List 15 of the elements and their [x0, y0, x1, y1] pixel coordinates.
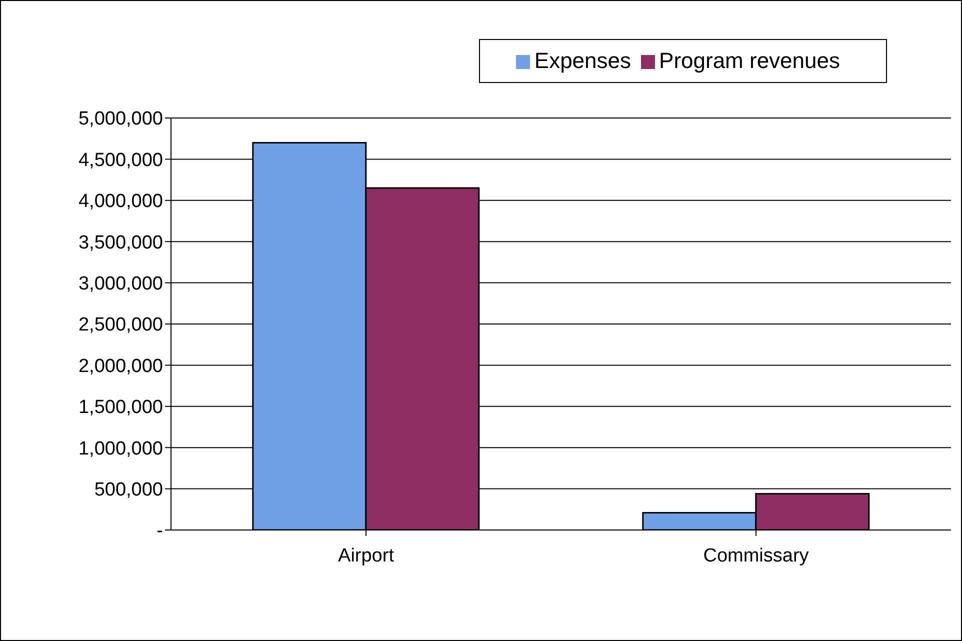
y-tick-label: 2,000,000	[78, 356, 163, 377]
y-tick-label: 2,500,000	[78, 314, 163, 336]
y-tick-label: 4,000,000	[78, 191, 163, 212]
y-tick-label: 1,500,000	[78, 397, 163, 418]
y-tick-label: 1,000,000	[78, 438, 163, 460]
y-tick-label: 3,500,000	[78, 232, 163, 254]
y-tick-label: 500,000	[94, 480, 163, 501]
x-tick-label: Commissary	[703, 545, 810, 566]
legend-label: Program revenues	[659, 48, 840, 73]
y-tick-label: 4,500,000	[78, 150, 163, 171]
x-tick-label: Airport	[338, 545, 395, 566]
y-tick-label: 3,000,000	[78, 274, 163, 295]
legend-label: Expenses	[534, 48, 632, 73]
y-tick-label: 5,000,000	[78, 108, 163, 130]
y-tick-label: -	[156, 520, 163, 542]
